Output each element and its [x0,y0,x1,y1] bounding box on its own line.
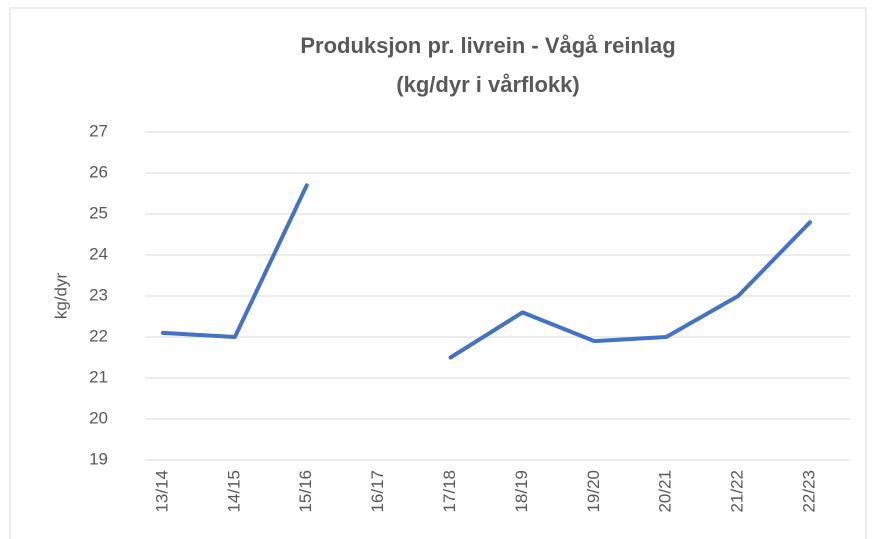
x-tick-label: 19/20 [584,470,603,513]
x-tick-label: 17/18 [440,470,459,513]
y-tick-label: 24 [89,244,108,263]
x-tick-label: 13/14 [152,470,171,513]
x-tick-label: 14/15 [224,470,243,513]
chart-title: Produksjon pr. livrein - Vågå reinlag [300,33,675,58]
y-tick-label: 27 [89,121,108,140]
x-tick-label: 21/22 [728,470,747,513]
y-tick-label: 22 [89,326,108,345]
x-tick-label: 20/21 [656,470,675,513]
y-tick-label: 19 [89,449,108,468]
x-tick-label: 15/16 [296,470,315,513]
data-line [160,183,813,360]
y-tick-label: 26 [89,162,108,181]
x-tick-label: 22/23 [800,470,819,513]
x-tick-label: 16/17 [368,470,387,513]
y-tick-label: 21 [89,367,108,386]
y-axis-label: kg/dyr [51,273,70,320]
y-tick-label: 23 [89,285,108,304]
chart-subtitle: (kg/dyr i vårflokk) [396,72,579,97]
chart-frame [9,7,867,539]
y-tick-label: 20 [89,408,108,427]
y-tick-label: 25 [89,203,108,222]
x-tick-label: 18/19 [512,470,531,513]
